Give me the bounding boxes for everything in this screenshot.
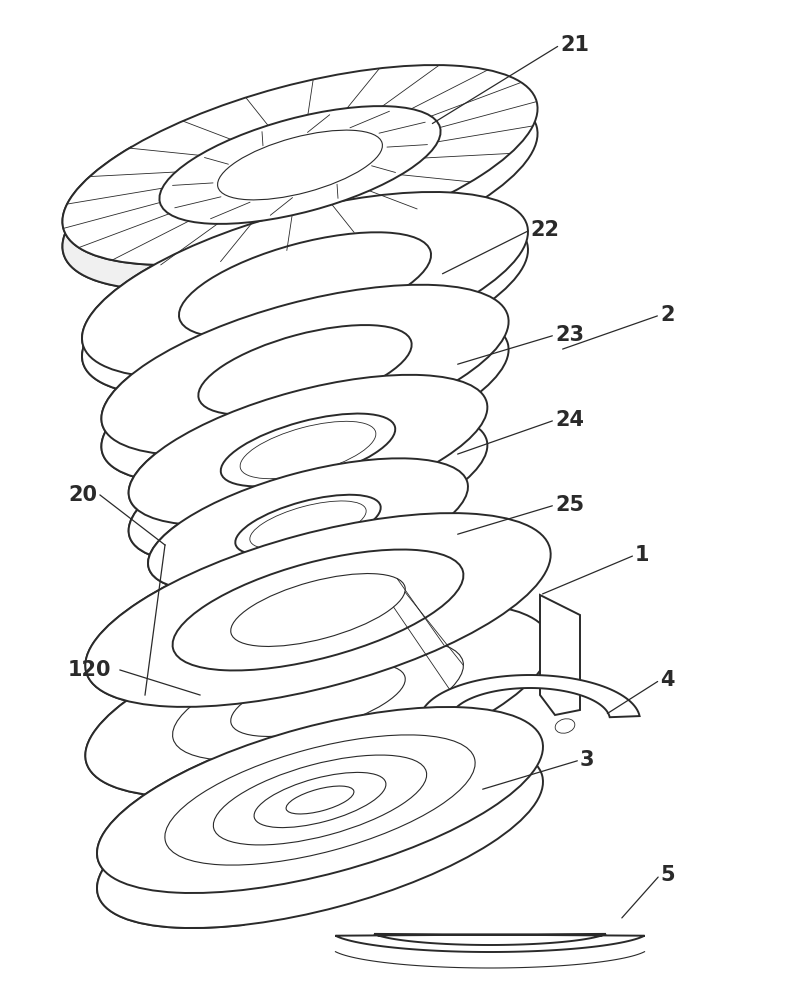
Polygon shape [97, 760, 243, 928]
Ellipse shape [82, 192, 528, 378]
Ellipse shape [221, 452, 395, 524]
Text: 21: 21 [560, 35, 589, 55]
Text: 1: 1 [635, 545, 650, 565]
Ellipse shape [82, 210, 528, 396]
Ellipse shape [250, 501, 366, 549]
Ellipse shape [63, 65, 537, 265]
Ellipse shape [231, 664, 405, 736]
Text: 120: 120 [68, 660, 111, 680]
Polygon shape [102, 340, 219, 483]
Ellipse shape [129, 375, 487, 525]
Ellipse shape [102, 313, 509, 483]
Ellipse shape [240, 421, 376, 479]
Text: 5: 5 [660, 865, 675, 885]
Ellipse shape [173, 640, 463, 760]
Ellipse shape [235, 495, 381, 555]
Polygon shape [424, 675, 640, 717]
Ellipse shape [235, 550, 381, 610]
Ellipse shape [85, 603, 551, 797]
Ellipse shape [179, 250, 431, 356]
Text: 4: 4 [660, 670, 674, 690]
Polygon shape [148, 491, 266, 647]
Polygon shape [85, 561, 258, 797]
Ellipse shape [198, 325, 412, 415]
Ellipse shape [160, 106, 440, 224]
Text: 25: 25 [555, 495, 584, 515]
Text: 3: 3 [580, 750, 595, 770]
Polygon shape [82, 253, 211, 396]
Ellipse shape [231, 574, 405, 646]
Ellipse shape [218, 130, 382, 200]
Ellipse shape [102, 285, 509, 455]
Ellipse shape [85, 513, 551, 707]
Ellipse shape [173, 550, 463, 670]
Ellipse shape [63, 90, 537, 290]
Polygon shape [335, 934, 645, 952]
Polygon shape [540, 595, 580, 715]
Ellipse shape [165, 735, 475, 865]
Polygon shape [129, 424, 232, 563]
Ellipse shape [97, 707, 543, 893]
Ellipse shape [254, 772, 386, 828]
Text: 22: 22 [530, 220, 559, 240]
Text: 24: 24 [555, 410, 584, 430]
Ellipse shape [129, 413, 487, 563]
Ellipse shape [198, 353, 412, 443]
Ellipse shape [148, 513, 468, 647]
Text: 20: 20 [68, 485, 97, 505]
Ellipse shape [179, 232, 431, 338]
Ellipse shape [213, 755, 427, 845]
Text: 23: 23 [555, 325, 584, 345]
Ellipse shape [97, 742, 543, 928]
Text: 2: 2 [660, 305, 674, 325]
Ellipse shape [555, 719, 575, 733]
Ellipse shape [148, 458, 468, 592]
Ellipse shape [221, 414, 395, 486]
Ellipse shape [286, 786, 354, 814]
Polygon shape [63, 147, 164, 290]
